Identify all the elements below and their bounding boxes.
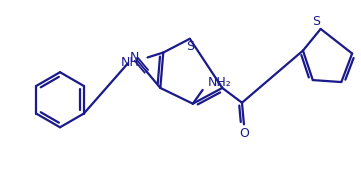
Text: O: O <box>239 127 249 140</box>
Text: S: S <box>186 40 194 53</box>
Text: S: S <box>312 15 320 28</box>
Text: NH₂: NH₂ <box>208 75 231 89</box>
Text: N: N <box>130 50 139 64</box>
Text: NH: NH <box>121 56 140 69</box>
